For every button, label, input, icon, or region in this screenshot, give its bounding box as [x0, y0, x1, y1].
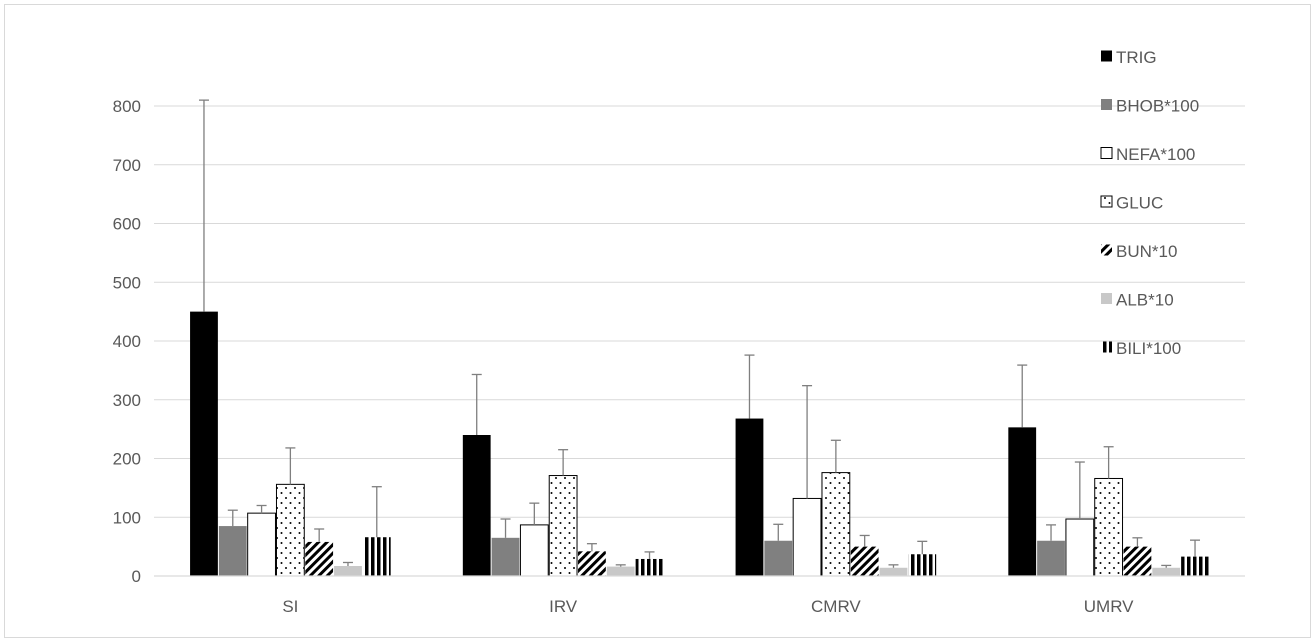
bar [1037, 540, 1065, 576]
legend-swatch [1101, 293, 1112, 304]
bar [850, 546, 879, 576]
bar [764, 540, 793, 576]
y-tick-label: 800 [113, 97, 141, 116]
legend-item: GLUC [1100, 194, 1163, 213]
legend-swatch [1101, 99, 1112, 110]
x-tick-label: SI [282, 597, 298, 616]
x-axis: SI IRV CMRV UMRV [154, 575, 1245, 616]
y-tick-label: 0 [132, 567, 141, 586]
y-axis: 0 100 200 300 400 500 600 700 800 [113, 97, 141, 586]
x-tick-label: CMRV [811, 597, 861, 616]
bar [462, 435, 491, 576]
chart-frame: 0 100 200 300 400 500 600 700 800 SI IRV CMRV UMRV … [4, 4, 1311, 638]
y-tick-label: 700 [113, 156, 141, 175]
y-tick-label: 100 [113, 508, 141, 527]
bar [635, 558, 664, 576]
bar [190, 311, 218, 576]
legend-item: BHOB*100 [1101, 97, 1199, 116]
legend-swatch [1100, 195, 1113, 208]
bar [334, 566, 362, 576]
legend-swatch [1100, 147, 1113, 159]
gridlines [154, 105, 1245, 518]
error-bars [198, 99, 1201, 568]
bar [908, 554, 937, 576]
legend-label: GLUC [1116, 194, 1163, 213]
bar [275, 483, 305, 577]
bar [1094, 477, 1124, 577]
bar [1065, 518, 1095, 577]
bar [1008, 427, 1037, 576]
bar [218, 526, 247, 576]
bar [1181, 556, 1209, 576]
legend-item: BILI*100 [1101, 339, 1181, 358]
y-tick-label: 300 [113, 391, 141, 410]
bar [362, 537, 391, 576]
y-tick-label: 500 [113, 273, 141, 292]
legend-label: BHOB*100 [1116, 97, 1199, 116]
legend-swatch [1101, 244, 1112, 256]
bar [879, 567, 908, 576]
y-tick-label: 400 [113, 332, 141, 351]
bars [190, 311, 1209, 577]
legend-item: NEFA*100 [1100, 145, 1195, 164]
bar [247, 512, 276, 577]
legend-swatch [1101, 50, 1112, 62]
legend-label: NEFA*100 [1116, 145, 1195, 164]
x-tick-label: IRV [549, 597, 578, 616]
bar [548, 475, 578, 577]
x-tick-label: UMRV [1084, 597, 1134, 616]
y-tick-label: 200 [113, 450, 141, 469]
legend-item: ALB*10 [1101, 291, 1174, 310]
legend-swatch [1101, 341, 1112, 353]
bar [821, 472, 851, 577]
bar [735, 418, 764, 576]
bar [519, 524, 549, 577]
bar [792, 497, 822, 577]
bar [606, 566, 635, 576]
bar [1152, 567, 1181, 576]
legend-item: TRIG [1101, 48, 1157, 67]
legend-label: ALB*10 [1116, 291, 1174, 310]
y-tick-label: 600 [113, 215, 141, 234]
legend: TRIG BHOB*100 NEFA*100 GLUC BUN*10 ALB*10 BILI… [1100, 48, 1199, 358]
legend-label: BILI*100 [1116, 339, 1181, 358]
bar [305, 541, 334, 576]
legend-item: BUN*10 [1101, 242, 1177, 261]
legend-label: BUN*10 [1116, 242, 1177, 261]
legend-label: TRIG [1116, 48, 1157, 67]
bar [491, 537, 520, 576]
bar [578, 551, 606, 576]
bar [1123, 546, 1152, 576]
